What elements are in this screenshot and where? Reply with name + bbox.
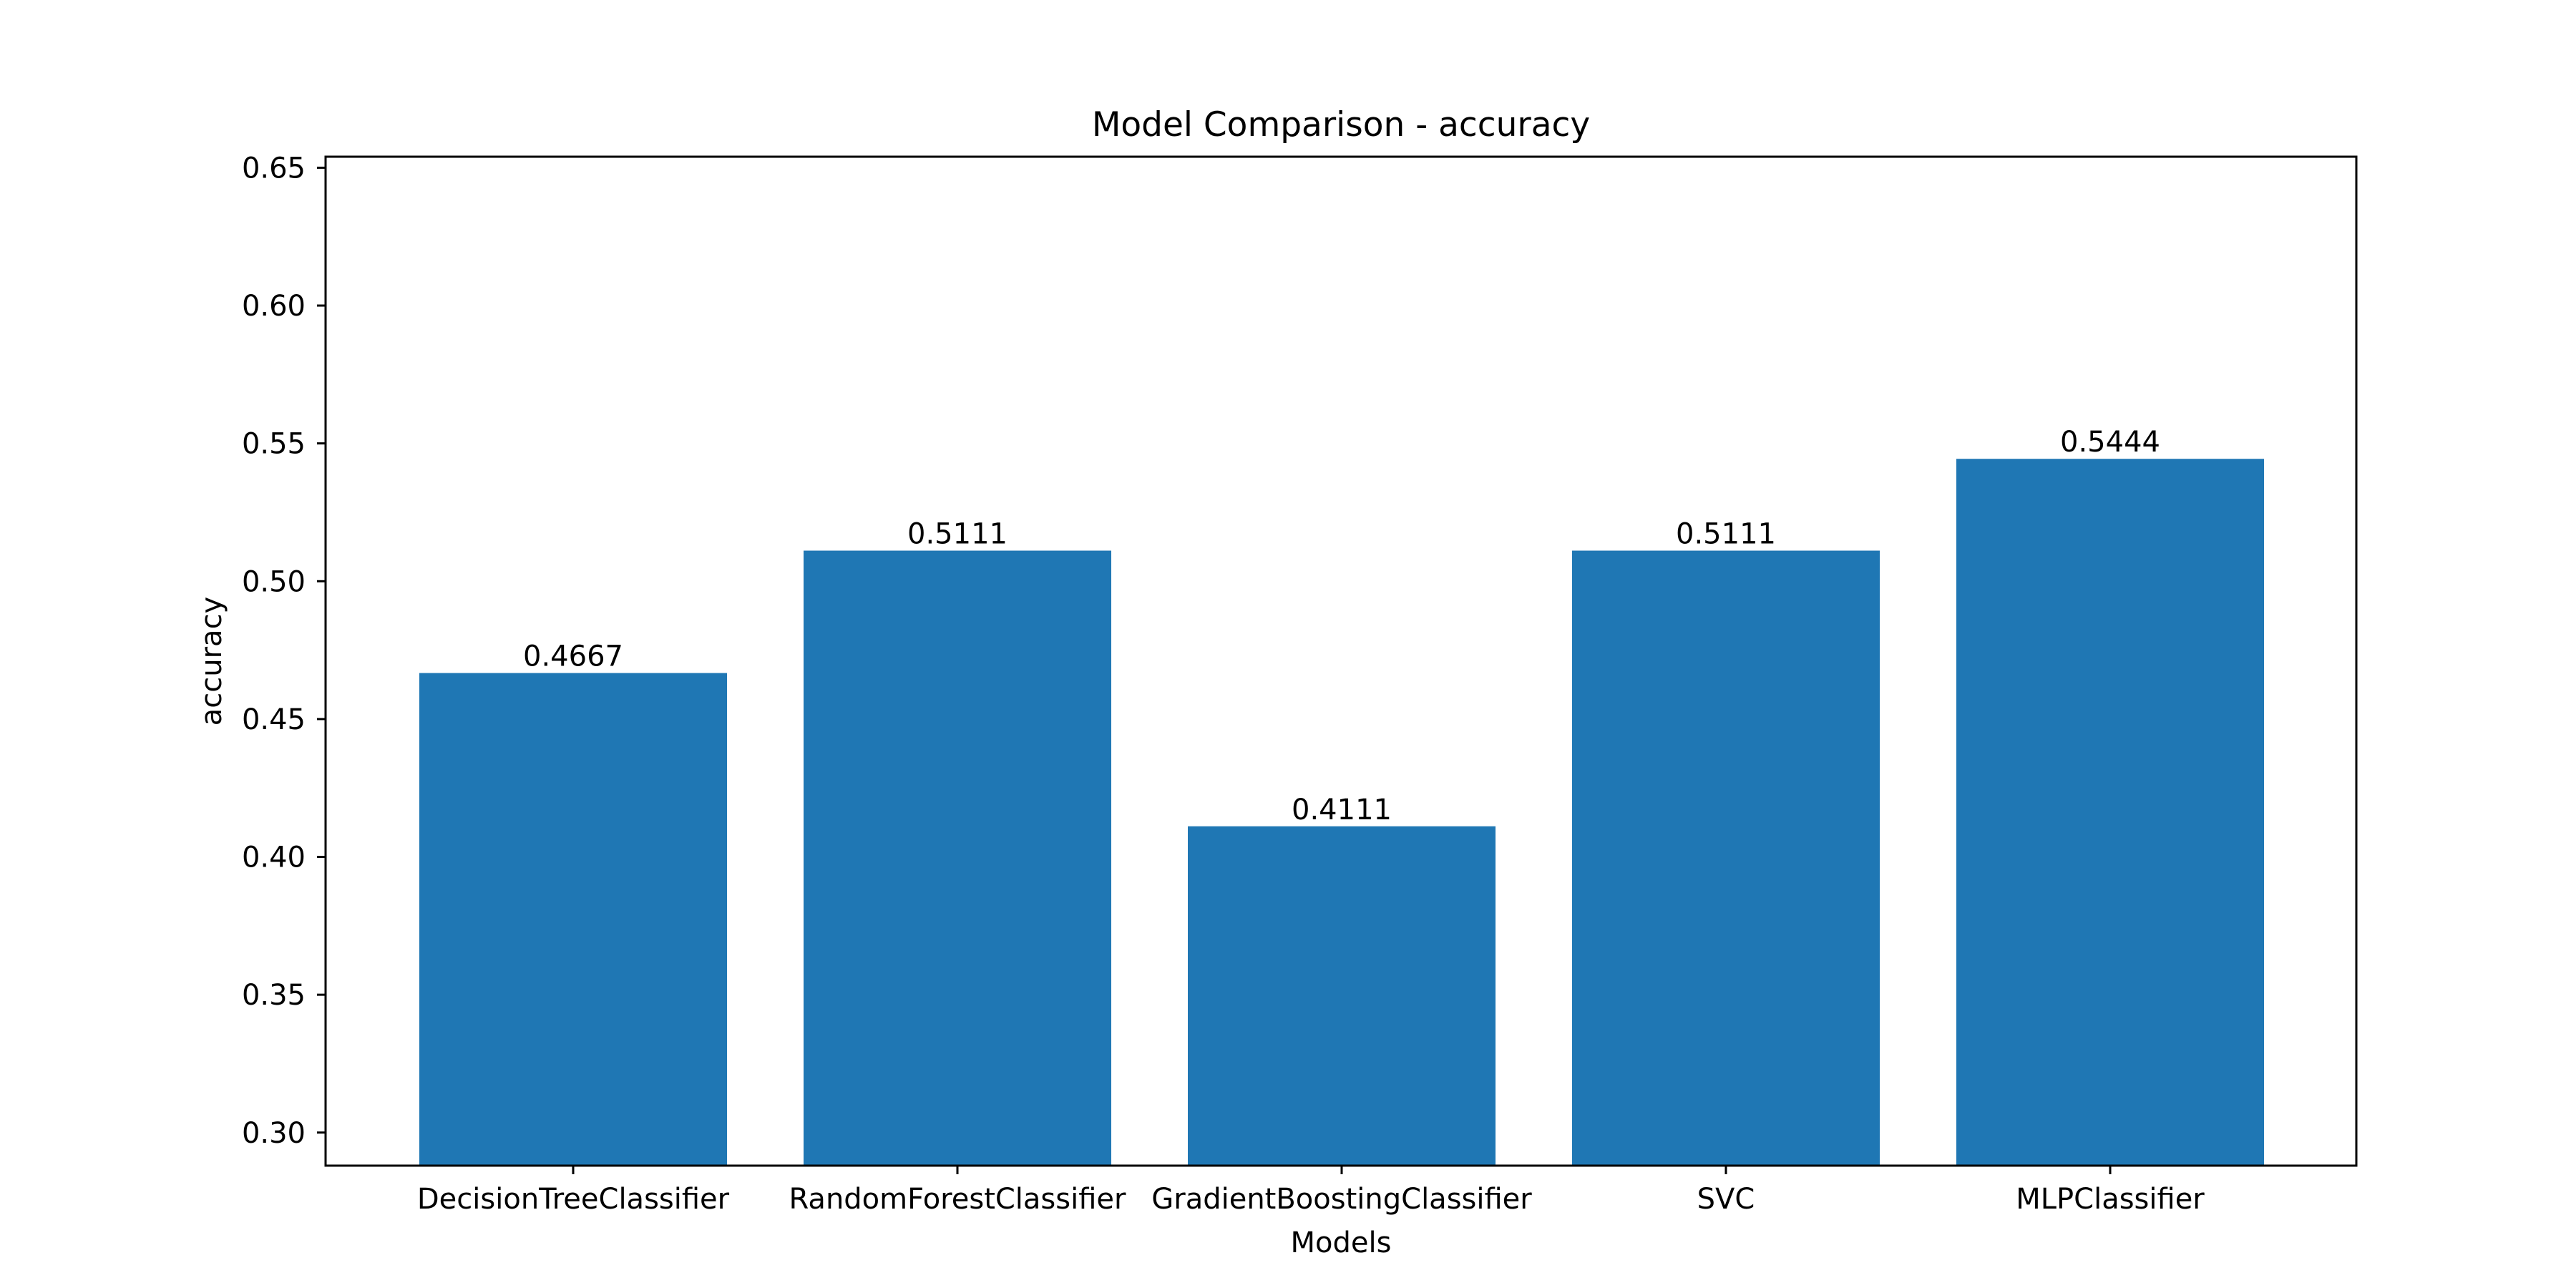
bar-decisiontreeclassifier — [419, 673, 727, 1166]
y-tick-label: 0.65 — [242, 152, 306, 185]
y-axis-label: accuracy — [195, 597, 228, 726]
y-tick-label: 0.50 — [242, 565, 306, 598]
x-tick-label: DecisionTreeClassifier — [417, 1183, 730, 1216]
bar-gradientboostingclassifier — [1188, 826, 1496, 1166]
data-label: 0.5444 — [2060, 426, 2160, 459]
y-tick-label: 0.35 — [242, 979, 306, 1012]
chart-title: Model Comparison - accuracy — [1092, 105, 1590, 145]
x-tick-label: RandomForestClassifier — [789, 1183, 1127, 1216]
y-axis-ticks: 0.30 0.35 0.40 0.45 0.50 0.55 0.60 0.65 — [242, 152, 326, 1150]
bars-layer — [419, 459, 2264, 1166]
x-tick-label: SVC — [1697, 1183, 1755, 1216]
bar-randomforestclassifier — [804, 550, 1111, 1166]
y-tick-label: 0.30 — [242, 1117, 306, 1150]
data-label: 0.5111 — [1676, 518, 1776, 551]
y-tick-label: 0.45 — [242, 703, 306, 736]
data-label: 0.4111 — [1292, 794, 1392, 826]
y-tick-label: 0.40 — [242, 841, 306, 874]
x-tick-label: MLPClassifier — [2016, 1183, 2205, 1216]
bar-svc — [1572, 550, 1880, 1166]
bar-mlpclassifier — [1956, 459, 2264, 1166]
data-label: 0.4667 — [523, 640, 623, 673]
x-axis-label: Models — [1291, 1226, 1392, 1259]
x-tick-label: GradientBoostingClassifier — [1151, 1183, 1532, 1216]
y-tick-label: 0.60 — [242, 290, 306, 323]
data-labels-layer: 0.4667 0.5111 0.4111 0.5111 0.5444 — [523, 426, 2160, 826]
y-tick-label: 0.55 — [242, 428, 306, 461]
data-label: 0.5111 — [907, 518, 1008, 551]
x-axis-ticks: DecisionTreeClassifier RandomForestClassi… — [417, 1166, 2205, 1216]
